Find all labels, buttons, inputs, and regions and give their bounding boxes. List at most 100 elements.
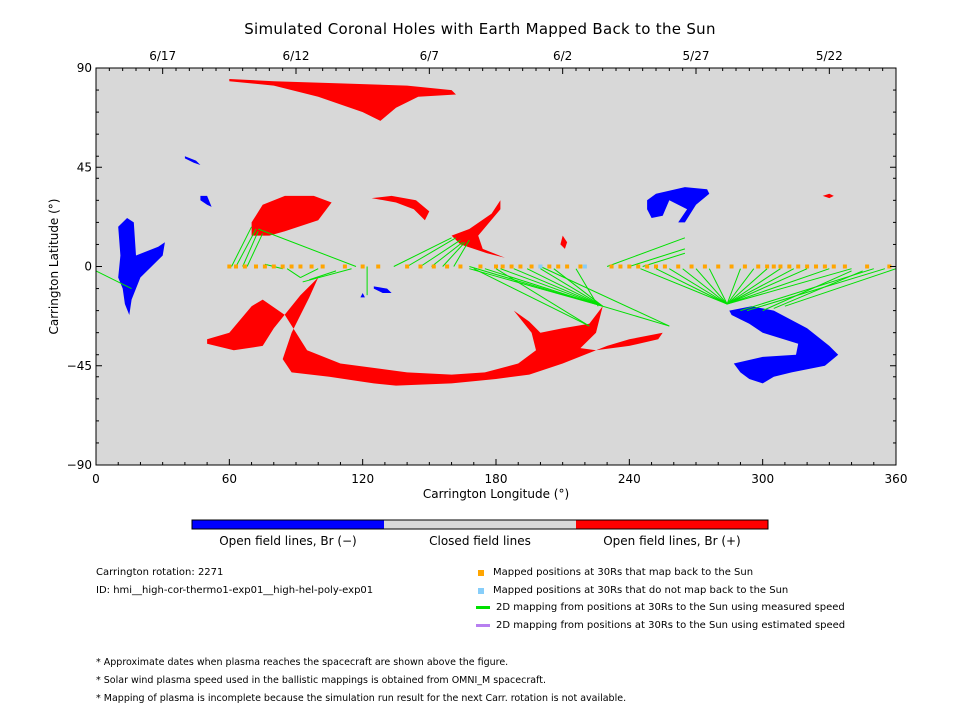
mapped-point-7 [289, 264, 294, 269]
mapped-point-37 [676, 264, 681, 269]
mapped-point-28 [565, 264, 570, 269]
y-tick-label-1: 45 [77, 160, 92, 174]
mapped-point-38 [689, 264, 694, 269]
unmapped-point-1 [582, 264, 587, 269]
mapping-line-measured-13 [420, 239, 461, 267]
mapped-point-17 [445, 264, 450, 269]
coronal-hole-negative-11 [729, 306, 839, 384]
carrington-rotation-text: Carrington rotation: 2271 [96, 567, 224, 578]
mapped-point-10 [320, 264, 325, 269]
mapped-point-51 [822, 264, 827, 269]
mapping-line-measured-40 [726, 268, 768, 305]
mapped-point-41 [729, 264, 734, 269]
coronal-hole-negative-9 [200, 195, 212, 207]
colorbar-label-positive: Open field lines, Br (+) [603, 534, 741, 548]
mapped-point-42 [742, 264, 747, 269]
mapping-line-measured-26 [575, 268, 599, 307]
x-tick-label-4: 240 [618, 472, 641, 486]
legend-item-estimated: 2D mapping from positions at 30Rs to the… [476, 620, 845, 631]
x-tick-label-5: 300 [751, 472, 774, 486]
mapped-point-52 [831, 264, 836, 269]
mapped-point-47 [787, 264, 792, 269]
footnote-dates: * Approximate dates when plasma reaches … [96, 657, 509, 668]
y-tick-label-0: 90 [77, 61, 92, 75]
mapping-line-measured-34 [669, 268, 728, 305]
purple-line-icon [476, 624, 490, 627]
mapping-line-measured-19 [500, 268, 603, 307]
plot-area: 0 60 120 180 240 300 360 90 45 0 −45 −90 6/17 6/12 6/7… [47, 49, 907, 530]
mapped-point-2 [242, 264, 247, 269]
coronal-hole-positive-3 [451, 200, 505, 258]
mapped-point-13 [376, 264, 381, 269]
footnote-speed: * Solar wind plasma speed used in the ba… [96, 675, 546, 686]
mapping-line-measured-31 [642, 252, 686, 267]
mapping-line-measured-32 [640, 268, 728, 305]
mapping-line-measured-21 [526, 268, 603, 307]
mapping-line-measured-15 [442, 241, 466, 267]
mapped-point-18 [458, 264, 463, 269]
colorbar-segment-1 [384, 520, 576, 529]
mapping-line-measured-25 [495, 268, 590, 327]
mapped-point-19 [478, 264, 483, 269]
date-tick-label-2: 6/7 [420, 49, 439, 63]
mapped-point-20 [494, 264, 498, 269]
mapped-point-4 [262, 264, 267, 269]
mapping-line-measured-3 [246, 233, 264, 267]
legend-item-unmapped: Mapped positions at 30Rs that do not map… [478, 585, 788, 596]
date-tick-label-4: 5/27 [683, 49, 710, 63]
mapping-line-measured-51 [95, 270, 123, 285]
mapped-point-32 [627, 264, 632, 269]
footnote-incomplete: * Mapping of plasma is incomplete becaus… [96, 693, 627, 704]
mapped-point-30 [609, 264, 614, 269]
mapping-line-measured-27 [469, 266, 670, 327]
mapping-line-measured-44 [726, 268, 830, 305]
mapping-line-measured-52 [122, 283, 132, 290]
mapping-line-measured-33 [655, 268, 728, 305]
x-tick-label-2: 120 [351, 472, 374, 486]
y-tick-label-2: 0 [84, 260, 92, 274]
mapped-point-11 [342, 264, 347, 269]
colorbar-segment-2 [576, 520, 768, 529]
legend-label-mapped: Mapped positions at 30Rs that map back t… [493, 567, 754, 578]
y-axis-label: Carrington Latitude (°) [47, 199, 61, 335]
mapped-point-55 [887, 264, 892, 269]
mapping-line-measured-35 [682, 268, 728, 305]
mapping-line-measured-4 [258, 228, 357, 267]
mapping-line-measured-41 [726, 268, 781, 305]
mapping-line-measured-28 [540, 266, 670, 327]
legend-label-unmapped: Mapped positions at 30Rs that do not map… [493, 585, 789, 596]
mapping-line-measured-6 [286, 268, 301, 278]
mapped-point-45 [771, 264, 776, 269]
run-id-text: ID: hmi__high-cor-thermo1-exp01__high-he… [96, 585, 374, 596]
mapping-line-measured-47 [746, 268, 886, 312]
date-tick-label-5: 5/22 [816, 49, 843, 63]
coronal-hole-negative-13 [360, 293, 365, 298]
coronal-hole-positive-1 [251, 195, 332, 236]
x-tick-label-0: 0 [92, 472, 100, 486]
mapping-line-measured-36 [695, 268, 728, 305]
mapped-point-39 [702, 264, 707, 269]
mapped-point-50 [814, 264, 818, 269]
mapped-point-26 [547, 264, 552, 269]
colorbar-segment-0 [192, 520, 384, 529]
legend-label-estimated: 2D mapping from positions at 30Rs to the… [496, 620, 846, 631]
mapped-point-14 [405, 264, 410, 269]
mapping-line-measured-50 [784, 268, 897, 307]
lightblue-square-icon [478, 587, 484, 594]
date-tick-label-1: 6/12 [283, 49, 310, 63]
mapping-line-measured-20 [513, 268, 603, 307]
mapping-line-measured-49 [773, 270, 863, 309]
x-tick-label-3: 180 [485, 472, 508, 486]
mapping-line-measured-14 [431, 241, 463, 267]
mapped-point-23 [518, 264, 523, 269]
coronal-hole-positive-0 [229, 79, 456, 121]
coronal-hole-positive-2 [371, 195, 430, 221]
unmapped-point-0 [538, 264, 543, 269]
colorbar-frame [191, 519, 769, 530]
mapped-point-24 [529, 264, 534, 269]
mapping-line-measured-2 [242, 231, 259, 267]
mapping-line-measured-29 [606, 237, 686, 267]
coronal-hole-negative-10 [647, 187, 710, 223]
mapped-point-48 [796, 264, 801, 269]
